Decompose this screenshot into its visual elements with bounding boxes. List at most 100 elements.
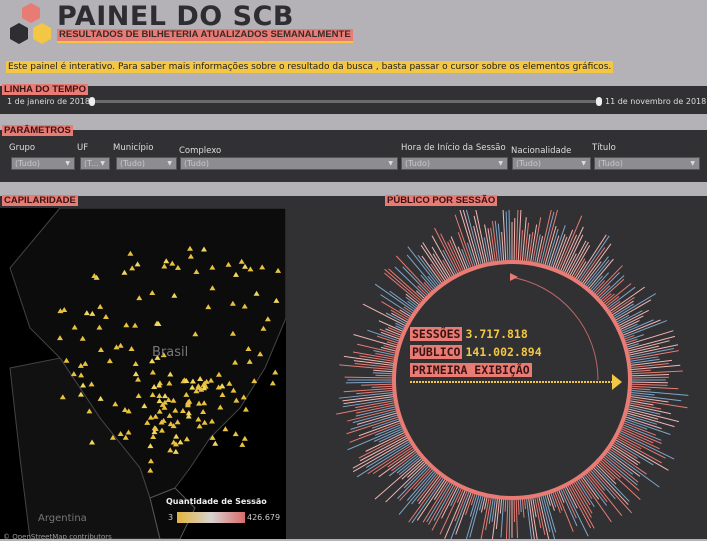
session-ray xyxy=(629,357,659,362)
app-title: PAINEL DO SCB xyxy=(57,2,294,32)
filter-value: (Tudo) xyxy=(184,159,209,168)
chevron-down-icon: ▼ xyxy=(167,158,172,169)
session-ray xyxy=(630,365,681,369)
session-ray xyxy=(474,216,485,265)
session-ray xyxy=(630,388,651,389)
filter-dropdown[interactable]: (Tudo)▼ xyxy=(11,157,75,170)
timeline-end-handle[interactable] xyxy=(596,97,602,106)
session-ray xyxy=(408,247,440,287)
cinema-marker xyxy=(270,380,276,385)
session-ray xyxy=(605,296,619,307)
timeline-slider[interactable] xyxy=(92,100,600,103)
filter-dropdown[interactable]: (Tudo)▼ xyxy=(401,157,508,170)
session-ray xyxy=(345,377,394,378)
cinema-marker xyxy=(239,442,245,447)
session-ray xyxy=(381,347,398,351)
filter-value: (Tudo) xyxy=(405,159,430,168)
primeira-kpi: PRIMEIRA EXIBIÇÃO xyxy=(410,363,532,377)
session-ray xyxy=(518,498,519,515)
session-ray xyxy=(630,382,668,383)
session-ray xyxy=(618,432,674,459)
filter-value: (T... xyxy=(84,159,99,168)
session-ray xyxy=(373,370,394,371)
session-ray xyxy=(373,373,394,374)
session-ray xyxy=(375,284,415,312)
filter-dropdown[interactable]: (T...▼ xyxy=(80,157,110,170)
filter-label: UF xyxy=(77,143,88,153)
session-ray xyxy=(630,370,651,371)
session-ray xyxy=(630,377,669,378)
session-ray xyxy=(506,211,508,262)
cinema-marker xyxy=(272,370,278,375)
session-ray xyxy=(361,384,394,385)
session-ray xyxy=(375,457,423,499)
cinema-marker xyxy=(222,426,228,431)
session-ray xyxy=(624,339,637,343)
app-subtitle: RESULTADOS DE BILHETERIA ATUALIZADOS SEM… xyxy=(57,29,353,43)
session-ray xyxy=(520,498,521,512)
session-ray xyxy=(471,492,475,505)
chevron-down-icon: ▼ xyxy=(581,158,586,169)
timeline-start-handle[interactable] xyxy=(89,97,95,106)
filter-dropdown[interactable]: (Tudo) ▼ xyxy=(116,157,177,170)
session-ray xyxy=(630,375,669,376)
filter-dropdown[interactable]: (Tudo) ▼ xyxy=(512,157,591,170)
publico-label: PÚBLICO POR SESSÃO xyxy=(385,195,497,206)
filter-label: Hora de Início da Sessão xyxy=(401,143,506,153)
map-label-argentina: Argentina xyxy=(38,513,87,524)
session-ray xyxy=(385,269,423,302)
legend-title: Quantidade de Sessão xyxy=(166,497,267,506)
session-ray xyxy=(514,218,515,262)
session-ray xyxy=(564,235,583,274)
filter-label: Município xyxy=(113,143,153,153)
legend-gradient xyxy=(177,512,245,523)
filter-dropdown[interactable]: (Tudo)▼ xyxy=(594,157,700,170)
session-ray xyxy=(386,313,408,325)
timeline-end: 11 de novembro de 2018 xyxy=(605,97,706,106)
session-ray xyxy=(522,498,524,518)
filter-value: (Tudo) xyxy=(120,159,145,168)
chevron-down-icon: ▼ xyxy=(100,158,105,169)
publico-total-label: PÚBLICO xyxy=(410,345,462,359)
session-ray xyxy=(389,269,425,301)
filter-label: Nacionalidade xyxy=(511,146,571,156)
filter-label: Grupo xyxy=(9,143,35,153)
session-ray xyxy=(509,210,510,262)
cinema-marker xyxy=(212,441,218,446)
session-ray xyxy=(516,210,518,262)
radial-ring xyxy=(394,262,630,498)
session-ray xyxy=(522,217,526,262)
session-ray xyxy=(502,232,504,262)
session-ray xyxy=(528,232,532,263)
legend-min: 3 xyxy=(168,513,173,522)
chevron-down-icon: ▼ xyxy=(65,158,70,169)
filter-value: (Tudo) xyxy=(598,159,623,168)
session-ray xyxy=(366,432,406,452)
session-ray xyxy=(391,313,408,323)
session-ray xyxy=(591,468,632,513)
timeline-start: 1 de janeiro de 2018 xyxy=(7,97,90,106)
session-ray xyxy=(481,495,485,513)
publico-value: 141.002.894 xyxy=(465,345,541,359)
session-ray xyxy=(489,497,493,524)
cinema-marker xyxy=(243,407,249,412)
session-ray xyxy=(516,498,517,538)
filter-dropdown[interactable]: (Tudo) ▼ xyxy=(180,157,398,170)
sessoes-label: SESSÕES xyxy=(410,327,462,341)
map-attribution[interactable]: © OpenStreetMap contributors xyxy=(3,533,112,541)
session-ray xyxy=(627,345,678,356)
filter-value: (Tudo) xyxy=(516,159,541,168)
sessoes-value: 3.717.818 xyxy=(465,327,527,341)
params-label: PARÂMETROS xyxy=(2,125,73,136)
session-ray xyxy=(520,230,522,262)
capilaridade-label: CAPILARIDADE xyxy=(2,195,78,206)
session-ray xyxy=(626,341,669,352)
session-ray xyxy=(509,498,510,539)
session-ray xyxy=(505,498,506,512)
chevron-down-icon: ▼ xyxy=(388,158,393,169)
map[interactable] xyxy=(0,208,286,539)
logo-hexagons xyxy=(8,3,54,47)
params-section xyxy=(0,130,707,182)
